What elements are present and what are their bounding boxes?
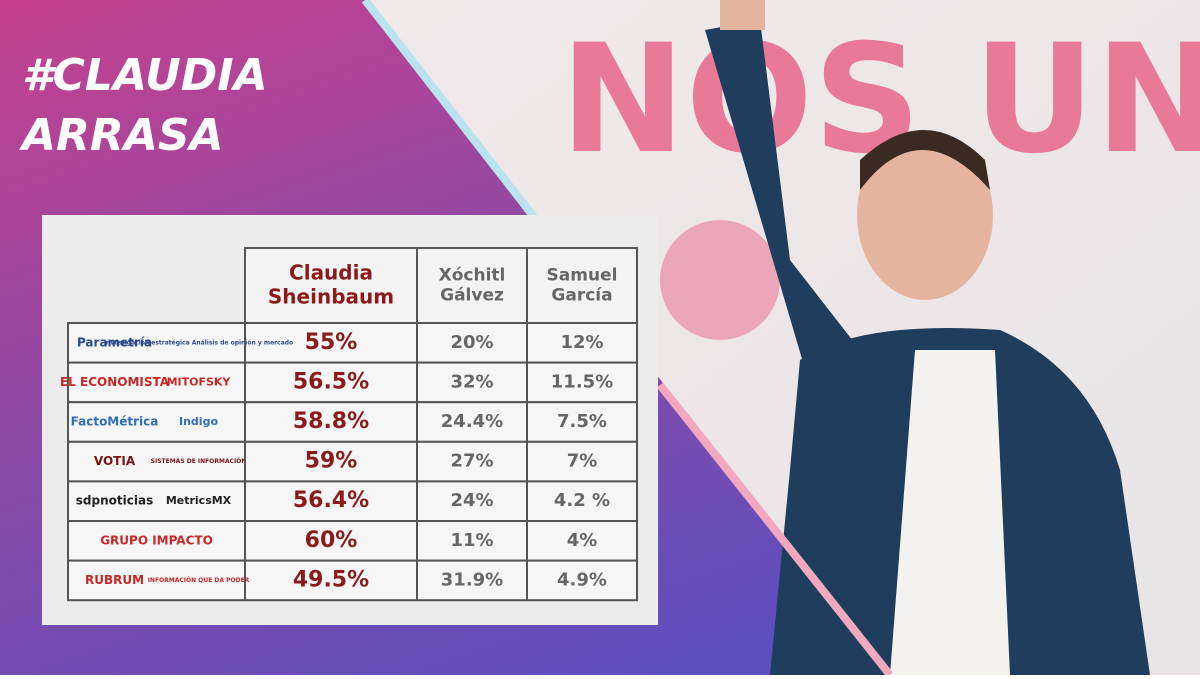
pollster-logo: MetricsMX [166,494,232,507]
hashtag: ARRASA [19,110,224,161]
pollster-logo: VOTIA [94,454,136,468]
pollster-logo: Indigo [179,415,218,428]
stripe [656,382,894,678]
cell-value: 49.5% [293,567,369,592]
cell-value: 58.8% [293,409,369,434]
hashtag: #CLAUDIA [22,50,268,101]
cell-value: 56.4% [293,488,369,513]
cell-value: 20% [450,332,493,353]
cell-value: 59% [305,449,358,474]
row [67,361,638,404]
cell-value: 7.5% [557,411,607,432]
cell-value: 56.5% [293,369,369,394]
cell-value: 4% [567,530,598,551]
cell-value: 11.5% [551,371,613,392]
table: Claudia Sheinbaum Xóchitl Gálvez Samuel Garcí… [60,247,638,602]
cell-value: 24.4% [441,411,503,432]
row [67,520,638,562]
cell-value: 4.2 % [554,490,610,511]
header-cell [416,247,528,324]
pollster-logo: EL ECONOMISTA [60,375,170,389]
column-header: Claudia Sheinbaum [268,260,394,308]
stripe [361,0,559,247]
column-header: Samuel García [547,265,618,305]
cell-value: 60% [305,528,358,553]
cell-value: 11% [450,530,493,551]
column-header: Xóchitl Gálvez [439,265,506,305]
cell-value: 4.9% [557,569,607,590]
cell-value: 12% [560,332,603,353]
cell-value: 7% [567,451,598,472]
row [67,480,638,522]
pollster-logo: Investigación estratégica Análisis de op… [104,339,293,346]
row [67,401,638,443]
pollster-logo: GRUPO IMPACTO [100,533,213,547]
pollster-logo: MITOFSKY [167,375,232,388]
cell-value: 32% [450,371,493,392]
cell-value: 27% [450,451,493,472]
cell-value: 31.9% [441,569,503,590]
header-cell [244,247,418,324]
pollster-logo: RUBRUM [85,573,144,587]
photo: NOS UN [365,0,1200,675]
cell-value: 55% [305,330,358,355]
cell-value: 24% [450,490,493,511]
pollster-logo: FactoMétrica [71,415,159,429]
pollster-logo: SISTEMAS DE INFORMACIÓN [151,458,247,465]
pollster-logo: sdpnoticias [76,494,153,508]
pollster-logo: INFORMACIÓN QUE DA PODER [148,577,250,584]
pollster-logo: Parametría [77,335,152,349]
